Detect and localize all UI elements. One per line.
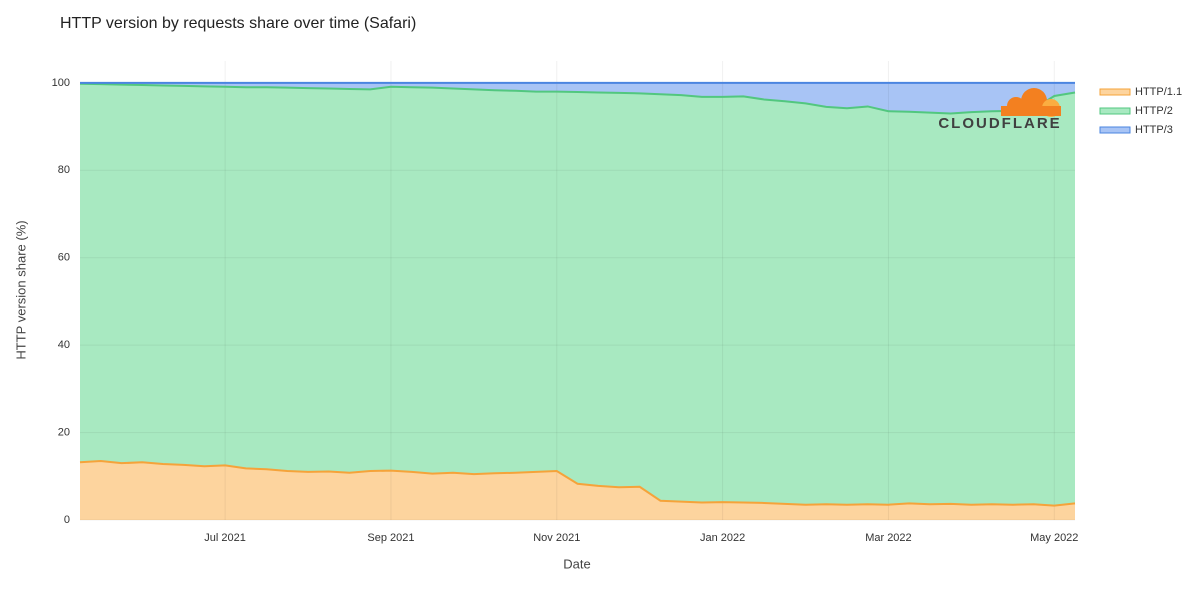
legend-swatch [1099, 88, 1131, 96]
y-tick-label: 20 [58, 426, 70, 438]
x-tick-label: Jul 2021 [204, 532, 246, 544]
x-axis-title: Date [563, 556, 590, 571]
legend-swatch [1099, 126, 1131, 134]
area [80, 82, 1075, 114]
logo-text: CLOUDFLARE [938, 115, 1061, 132]
y-tick-label: 80 [58, 164, 70, 176]
chart-title: HTTP version by requests share over time… [60, 15, 416, 32]
x-tick-label: Mar 2022 [865, 532, 911, 544]
logo-cloud [1001, 106, 1061, 116]
legend-label: HTTP/3 [1135, 124, 1173, 136]
x-tick-label: Nov 2021 [533, 532, 580, 544]
y-tick-label: 0 [64, 514, 70, 526]
x-tick-label: Jan 2022 [700, 532, 745, 544]
legend-swatch [1099, 107, 1131, 115]
plot-area: 0 20 40 60 80 100 Jul 2021 Sep 2021 Nov 2021 Jan … [52, 61, 1078, 544]
y-tick-label: 100 [52, 77, 70, 89]
area-line [79, 459, 1076, 507]
area-line [79, 82, 1076, 115]
y-tick-label: 40 [58, 339, 70, 351]
y-axis-title: HTTP version share (%) [13, 220, 28, 359]
logo: CLOUDFLARE [938, 88, 1061, 132]
legend-label: HTTP/2 [1135, 105, 1173, 117]
x-tick-label: Sep 2021 [367, 532, 414, 544]
legend-label: HTTP/1.1 [1135, 86, 1182, 98]
y-tick-label: 60 [58, 252, 70, 264]
legend: HTTP/1.1 HTTP/2 HTTP/3 [1099, 86, 1182, 136]
x-tick-label: May 2022 [1030, 532, 1078, 544]
area [80, 83, 1075, 506]
